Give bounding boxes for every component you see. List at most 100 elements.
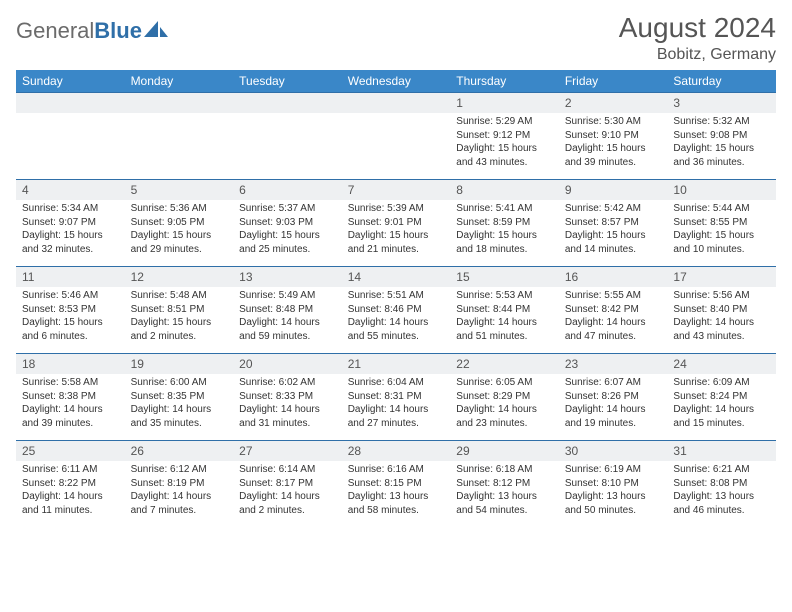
daylight-text: Daylight: 15 hours and 21 minutes. xyxy=(348,229,445,256)
day-body: Sunrise: 6:04 AMSunset: 8:31 PMDaylight:… xyxy=(342,374,451,434)
day-number: 25 xyxy=(16,441,125,461)
sunrise-text: Sunrise: 6:05 AM xyxy=(456,376,553,390)
day-of-week-row: Sunday Monday Tuesday Wednesday Thursday… xyxy=(16,70,776,92)
day-body: Sunrise: 5:32 AMSunset: 9:08 PMDaylight:… xyxy=(667,113,776,173)
sunset-text: Sunset: 8:19 PM xyxy=(131,477,228,491)
week-row: 11Sunrise: 5:46 AMSunset: 8:53 PMDayligh… xyxy=(16,266,776,353)
daylight-text: Daylight: 14 hours and 7 minutes. xyxy=(131,490,228,517)
brand-text: GeneralBlue xyxy=(16,18,142,44)
sunset-text: Sunset: 8:24 PM xyxy=(673,390,770,404)
day-cell: 25Sunrise: 6:11 AMSunset: 8:22 PMDayligh… xyxy=(16,441,125,527)
daylight-text: Daylight: 14 hours and 47 minutes. xyxy=(565,316,662,343)
day-number: 5 xyxy=(125,180,234,200)
sunset-text: Sunset: 8:48 PM xyxy=(239,303,336,317)
day-body: Sunrise: 6:18 AMSunset: 8:12 PMDaylight:… xyxy=(450,461,559,521)
daylight-text: Daylight: 13 hours and 46 minutes. xyxy=(673,490,770,517)
daylight-text: Daylight: 15 hours and 2 minutes. xyxy=(131,316,228,343)
day-body: Sunrise: 5:46 AMSunset: 8:53 PMDaylight:… xyxy=(16,287,125,347)
day-number xyxy=(125,93,234,113)
sunrise-text: Sunrise: 5:30 AM xyxy=(565,115,662,129)
sunset-text: Sunset: 8:55 PM xyxy=(673,216,770,230)
sunset-text: Sunset: 8:15 PM xyxy=(348,477,445,491)
sunrise-text: Sunrise: 5:46 AM xyxy=(22,289,119,303)
day-body: Sunrise: 6:14 AMSunset: 8:17 PMDaylight:… xyxy=(233,461,342,521)
day-cell: 14Sunrise: 5:51 AMSunset: 8:46 PMDayligh… xyxy=(342,267,451,353)
day-body: Sunrise: 5:34 AMSunset: 9:07 PMDaylight:… xyxy=(16,200,125,260)
day-number: 24 xyxy=(667,354,776,374)
week-row: 25Sunrise: 6:11 AMSunset: 8:22 PMDayligh… xyxy=(16,440,776,527)
sunset-text: Sunset: 8:51 PM xyxy=(131,303,228,317)
day-cell: 12Sunrise: 5:48 AMSunset: 8:51 PMDayligh… xyxy=(125,267,234,353)
sunset-text: Sunset: 9:08 PM xyxy=(673,129,770,143)
dow-wednesday: Wednesday xyxy=(342,70,451,92)
day-body: Sunrise: 5:36 AMSunset: 9:05 PMDaylight:… xyxy=(125,200,234,260)
day-cell: 27Sunrise: 6:14 AMSunset: 8:17 PMDayligh… xyxy=(233,441,342,527)
sunset-text: Sunset: 8:44 PM xyxy=(456,303,553,317)
daylight-text: Daylight: 15 hours and 36 minutes. xyxy=(673,142,770,169)
sunrise-text: Sunrise: 6:02 AM xyxy=(239,376,336,390)
day-number: 28 xyxy=(342,441,451,461)
sunrise-text: Sunrise: 5:51 AM xyxy=(348,289,445,303)
day-cell: 10Sunrise: 5:44 AMSunset: 8:55 PMDayligh… xyxy=(667,180,776,266)
daylight-text: Daylight: 15 hours and 39 minutes. xyxy=(565,142,662,169)
sunset-text: Sunset: 8:26 PM xyxy=(565,390,662,404)
day-number: 15 xyxy=(450,267,559,287)
day-cell: 4Sunrise: 5:34 AMSunset: 9:07 PMDaylight… xyxy=(16,180,125,266)
day-cell: 13Sunrise: 5:49 AMSunset: 8:48 PMDayligh… xyxy=(233,267,342,353)
daylight-text: Daylight: 15 hours and 25 minutes. xyxy=(239,229,336,256)
daylight-text: Daylight: 14 hours and 35 minutes. xyxy=(131,403,228,430)
day-cell xyxy=(233,93,342,179)
sunset-text: Sunset: 9:12 PM xyxy=(456,129,553,143)
day-cell: 7Sunrise: 5:39 AMSunset: 9:01 PMDaylight… xyxy=(342,180,451,266)
day-body: Sunrise: 5:48 AMSunset: 8:51 PMDaylight:… xyxy=(125,287,234,347)
day-body: Sunrise: 6:21 AMSunset: 8:08 PMDaylight:… xyxy=(667,461,776,521)
sunset-text: Sunset: 8:40 PM xyxy=(673,303,770,317)
daylight-text: Daylight: 14 hours and 51 minutes. xyxy=(456,316,553,343)
day-number: 27 xyxy=(233,441,342,461)
day-number: 9 xyxy=(559,180,668,200)
sunrise-text: Sunrise: 5:49 AM xyxy=(239,289,336,303)
day-cell: 1Sunrise: 5:29 AMSunset: 9:12 PMDaylight… xyxy=(450,93,559,179)
day-cell: 11Sunrise: 5:46 AMSunset: 8:53 PMDayligh… xyxy=(16,267,125,353)
day-cell xyxy=(16,93,125,179)
day-body: Sunrise: 6:07 AMSunset: 8:26 PMDaylight:… xyxy=(559,374,668,434)
day-cell: 26Sunrise: 6:12 AMSunset: 8:19 PMDayligh… xyxy=(125,441,234,527)
day-number: 29 xyxy=(450,441,559,461)
weeks-container: 1Sunrise: 5:29 AMSunset: 9:12 PMDaylight… xyxy=(16,92,776,527)
sunset-text: Sunset: 8:57 PM xyxy=(565,216,662,230)
week-row: 18Sunrise: 5:58 AMSunset: 8:38 PMDayligh… xyxy=(16,353,776,440)
daylight-text: Daylight: 14 hours and 23 minutes. xyxy=(456,403,553,430)
sunset-text: Sunset: 8:22 PM xyxy=(22,477,119,491)
sunrise-text: Sunrise: 6:19 AM xyxy=(565,463,662,477)
sunrise-text: Sunrise: 5:48 AM xyxy=(131,289,228,303)
sunrise-text: Sunrise: 5:56 AM xyxy=(673,289,770,303)
brand-part2: Blue xyxy=(94,18,142,43)
sunrise-text: Sunrise: 6:09 AM xyxy=(673,376,770,390)
daylight-text: Daylight: 15 hours and 6 minutes. xyxy=(22,316,119,343)
day-cell: 31Sunrise: 6:21 AMSunset: 8:08 PMDayligh… xyxy=(667,441,776,527)
title-block: August 2024 Bobitz, Germany xyxy=(619,12,776,64)
daylight-text: Daylight: 15 hours and 18 minutes. xyxy=(456,229,553,256)
sunrise-text: Sunrise: 6:16 AM xyxy=(348,463,445,477)
daylight-text: Daylight: 14 hours and 2 minutes. xyxy=(239,490,336,517)
day-number: 8 xyxy=(450,180,559,200)
sunrise-text: Sunrise: 5:39 AM xyxy=(348,202,445,216)
sunset-text: Sunset: 8:59 PM xyxy=(456,216,553,230)
day-number: 3 xyxy=(667,93,776,113)
sunset-text: Sunset: 8:38 PM xyxy=(22,390,119,404)
day-cell: 24Sunrise: 6:09 AMSunset: 8:24 PMDayligh… xyxy=(667,354,776,440)
day-body: Sunrise: 6:11 AMSunset: 8:22 PMDaylight:… xyxy=(16,461,125,521)
day-cell: 17Sunrise: 5:56 AMSunset: 8:40 PMDayligh… xyxy=(667,267,776,353)
sunrise-text: Sunrise: 6:12 AM xyxy=(131,463,228,477)
day-cell xyxy=(342,93,451,179)
sunset-text: Sunset: 9:01 PM xyxy=(348,216,445,230)
day-body: Sunrise: 5:42 AMSunset: 8:57 PMDaylight:… xyxy=(559,200,668,260)
day-body: Sunrise: 5:49 AMSunset: 8:48 PMDaylight:… xyxy=(233,287,342,347)
daylight-text: Daylight: 14 hours and 39 minutes. xyxy=(22,403,119,430)
day-cell: 21Sunrise: 6:04 AMSunset: 8:31 PMDayligh… xyxy=(342,354,451,440)
sunrise-text: Sunrise: 5:34 AM xyxy=(22,202,119,216)
sail-icon xyxy=(144,19,170,44)
daylight-text: Daylight: 15 hours and 43 minutes. xyxy=(456,142,553,169)
sunset-text: Sunset: 8:10 PM xyxy=(565,477,662,491)
day-number: 16 xyxy=(559,267,668,287)
